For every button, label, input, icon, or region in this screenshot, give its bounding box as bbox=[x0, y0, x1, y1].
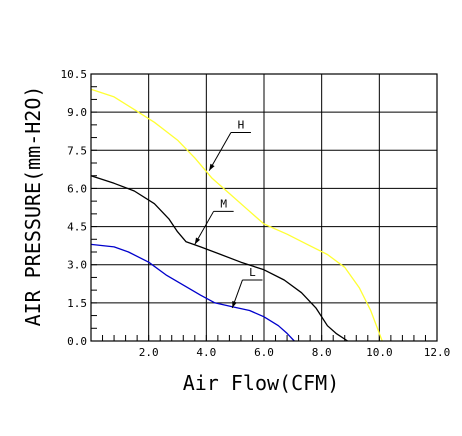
y-tick-label: 10.5 bbox=[61, 68, 88, 81]
y-tick-label: 4.5 bbox=[67, 221, 87, 234]
y-tick-label: 1.5 bbox=[67, 297, 87, 310]
x-tick-label: 8.0 bbox=[312, 346, 332, 359]
series-tag-arrow bbox=[194, 237, 201, 245]
series-tag-arrow bbox=[209, 163, 215, 171]
y-axis-title: AIR PRESSURE(mm-H2O) bbox=[21, 86, 45, 327]
tick-labels: 2.0 4.0 6.0 8.0 10.0 12.0 0.0 1.5 3.0 4.5 6.0 7.5 9.… bbox=[61, 68, 451, 359]
grid bbox=[91, 74, 437, 341]
y-tick-label: 6.0 bbox=[67, 182, 87, 195]
x-tick-label: 4.0 bbox=[196, 346, 216, 359]
y-tick-label: 9.0 bbox=[67, 106, 87, 119]
plot-frame bbox=[90, 73, 438, 342]
x-tick-label: 12.0 bbox=[424, 346, 451, 359]
series-curves bbox=[90, 88, 383, 342]
series-tag-leader bbox=[208, 132, 232, 171]
x-axis-title: Air Flow(CFM) bbox=[183, 371, 340, 395]
series-tag-h: H bbox=[238, 118, 245, 131]
y-tick-label: 0.0 bbox=[67, 335, 87, 348]
series-line-h bbox=[90, 88, 383, 342]
series-line-m bbox=[90, 175, 348, 342]
series-tags: H M L bbox=[194, 118, 263, 309]
y-tick-label: 3.0 bbox=[67, 259, 87, 272]
minor-ticks bbox=[91, 86, 426, 341]
series-tag-arrow bbox=[232, 300, 237, 308]
series-tag-l: L bbox=[249, 266, 256, 279]
x-tick-label: 2.0 bbox=[139, 346, 159, 359]
x-tick-label: 6.0 bbox=[254, 346, 274, 359]
x-tick-label: 10.0 bbox=[366, 346, 393, 359]
series-tag-m: M bbox=[220, 197, 227, 210]
plot-border bbox=[90, 73, 438, 342]
y-tick-label: 7.5 bbox=[67, 144, 87, 157]
series-line-l bbox=[90, 243, 295, 342]
